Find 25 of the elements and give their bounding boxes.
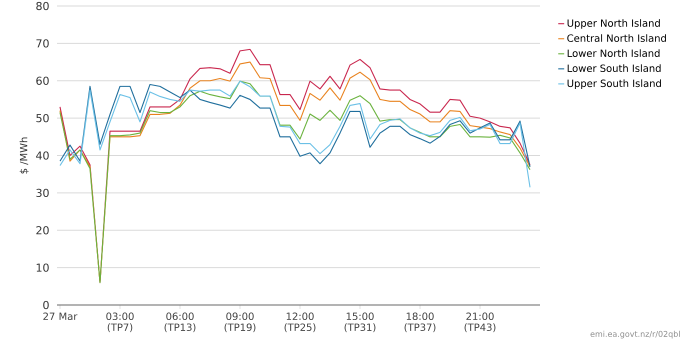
line-series <box>59 84 531 168</box>
x-tick-label: 18:00 (TP37) <box>404 312 436 332</box>
y-tick-label: 10 <box>36 263 49 272</box>
legend-label: Upper North Island <box>568 19 660 29</box>
legend-label: Upper South Island <box>568 79 661 90</box>
legend-label: Central North Island <box>567 34 666 42</box>
y-tick-label: 40 <box>36 151 49 160</box>
y-tick-label: 80 <box>36 2 49 10</box>
y-tick-label: 70 <box>36 39 49 48</box>
y-tick-label: 20 <box>36 226 49 234</box>
legend-label: Lower North Island <box>568 49 660 57</box>
x-tick-label: 21:00 (TP43) <box>464 312 496 332</box>
x-tick-label: 09:00 (TP19) <box>224 312 256 332</box>
x-tick-label: 03:00 (TP7) <box>106 312 134 332</box>
y-tick-label: 0 <box>43 300 49 310</box>
line-series <box>59 80 531 188</box>
x-tick-label: 15:00 (TP31) <box>344 312 376 332</box>
x-tick-label: 06:00 (TP13) <box>164 312 196 332</box>
y-tick-label: 60 <box>36 76 49 85</box>
y-axis-title: $ /MWh <box>20 138 29 174</box>
y-tick-label: 50 <box>36 114 49 122</box>
x-tick-label: 12:00 (TP25) <box>284 312 316 332</box>
x-tick-label: 27 Mar <box>43 312 78 320</box>
y-tick-label: 30 <box>36 188 49 198</box>
legend-label: Lower South Island <box>568 64 661 72</box>
